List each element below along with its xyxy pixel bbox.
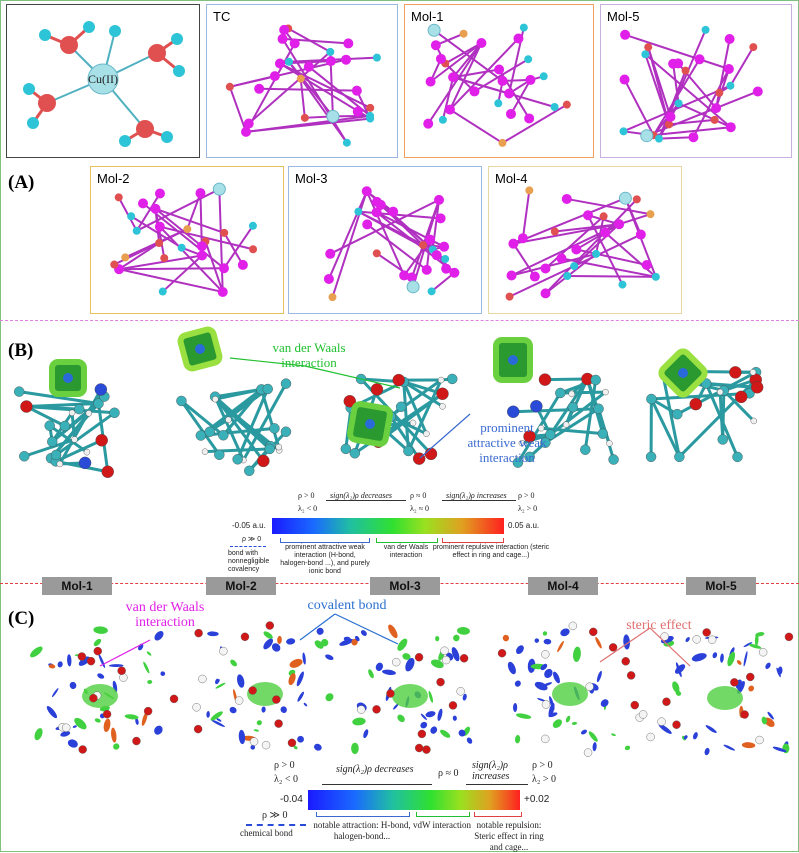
mol-1-structure <box>405 5 593 157</box>
tag-mol-3: Mol-3 <box>370 577 440 595</box>
mol-4-structure <box>489 167 681 313</box>
tc-structure <box>207 5 397 157</box>
b-vdw-note: van der Waals interaction <box>376 544 436 560</box>
panel-c-color-scale: ρ > 0 λ₂ < 0 sign(λ₂)ρ decreases ρ ≈ 0 s… <box>240 760 570 850</box>
cov-arrow-1 <box>300 614 335 640</box>
panel-mol-3: Mol-3 <box>288 166 482 314</box>
b-rho-pos-right: ρ > 0 <box>518 490 535 501</box>
cu-label: Cu(II) <box>88 72 118 86</box>
b-scale-max: 0.05 a.u. <box>508 520 539 531</box>
panel-label-mol-4: Mol-4 <box>495 171 528 186</box>
c-scale-max: +0.02 <box>524 794 549 805</box>
b-gradient-bar <box>272 518 504 534</box>
vdw-cage-2 <box>179 328 221 370</box>
mol-2-structure <box>91 167 283 313</box>
c-lambda-pos: λ₂ > 0 <box>532 774 556 785</box>
annotation-steric-c: steric effect <box>604 618 714 633</box>
panel-label-mol-5: Mol-5 <box>607 9 640 24</box>
vdw-arrow-c <box>100 640 150 666</box>
b-lambda-zero: λ₂ ≈ 0 <box>410 503 429 514</box>
panel-tc: TC <box>206 4 398 158</box>
c-rep-note: notable repulsion: Steric effect in ring… <box>468 820 550 853</box>
c-rho-pos-right: ρ > 0 <box>532 760 553 771</box>
vdw-cage-3 <box>349 403 391 445</box>
b-lambda-pos: λ₂ > 0 <box>518 503 537 514</box>
section-label-a: (A) <box>8 172 34 194</box>
b-rho-pos-left: ρ > 0 <box>298 490 315 501</box>
panel-cu-complex: Cu(II) <box>6 4 200 158</box>
b-rep-note: prominent repulsive interaction (steric … <box>432 544 550 560</box>
panel-label-mol-1: Mol-1 <box>411 9 444 24</box>
tag-mol-5: Mol-5 <box>686 577 756 595</box>
c-gradient-bar <box>308 790 520 810</box>
panel-label-mol-3: Mol-3 <box>295 171 328 186</box>
c-vdw-note: vdW interaction <box>412 820 472 831</box>
panel-mol-2: Mol-2 <box>90 166 284 314</box>
panel-label-mol-2: Mol-2 <box>97 171 130 186</box>
c-decreases: sign(λ₂)ρ decreases <box>336 764 414 775</box>
tag-mol-1: Mol-1 <box>42 577 112 595</box>
b-bond-note: bond with nonnegligible covalency <box>228 550 280 574</box>
c-attr-note: notable attraction: H-bond, halogen-bond… <box>310 820 414 842</box>
c-scale-min: -0.04 <box>280 794 303 805</box>
annotation-vdw-c: van der Waals interaction <box>100 600 230 630</box>
panel-b-color-scale: ρ > 0 λ₂ < 0 sign(λ₂)ρ decreases ρ ≈ 0 λ… <box>236 482 576 574</box>
b-rho-zero: ρ ≈ 0 <box>410 490 426 501</box>
annotation-attr-b: prominent attractive weak interaction <box>448 420 566 465</box>
annotation-cov-c: covalent bond <box>282 598 412 613</box>
mol-5-structure <box>601 5 791 157</box>
b-rho-big: ρ ≫ 0 <box>242 536 261 544</box>
panel-mol-5: Mol-5 <box>600 4 792 158</box>
c-rho-zero: ρ ≈ 0 <box>438 768 458 779</box>
steric-arrow-2 <box>650 628 690 666</box>
c-increases: sign(λ₂)ρ increases <box>472 760 532 782</box>
annotation-vdw-b: van der Waals interaction <box>244 340 374 370</box>
b-attr-note: prominent attractive weak interaction (H… <box>280 544 370 576</box>
c-rho-big: ρ ≫ 0 <box>262 810 287 821</box>
mol-3-structure <box>289 167 481 313</box>
vdw-cage-4 <box>496 340 530 380</box>
panel-mol-1: Mol-1 <box>404 4 594 158</box>
tag-mol-4: Mol-4 <box>528 577 598 595</box>
b-lambda-neg: λ₂ < 0 <box>298 503 317 514</box>
cu-complex-structure: Cu(II) <box>7 5 199 157</box>
c-bond-note: chemical bond <box>240 828 320 839</box>
panel-mol-4: Mol-4 <box>488 166 682 314</box>
steric-arrow-1 <box>600 628 650 662</box>
b-scale-min: -0.05 a.u. <box>232 520 266 531</box>
c-rho-pos-left: ρ > 0 <box>274 760 295 771</box>
vdw-cage-1 <box>52 362 84 394</box>
panel-label-tc: TC <box>213 9 230 24</box>
divider-a-b <box>0 320 799 321</box>
c-lambda-neg: λ₂ < 0 <box>274 774 298 785</box>
tag-mol-2: Mol-2 <box>206 577 276 595</box>
